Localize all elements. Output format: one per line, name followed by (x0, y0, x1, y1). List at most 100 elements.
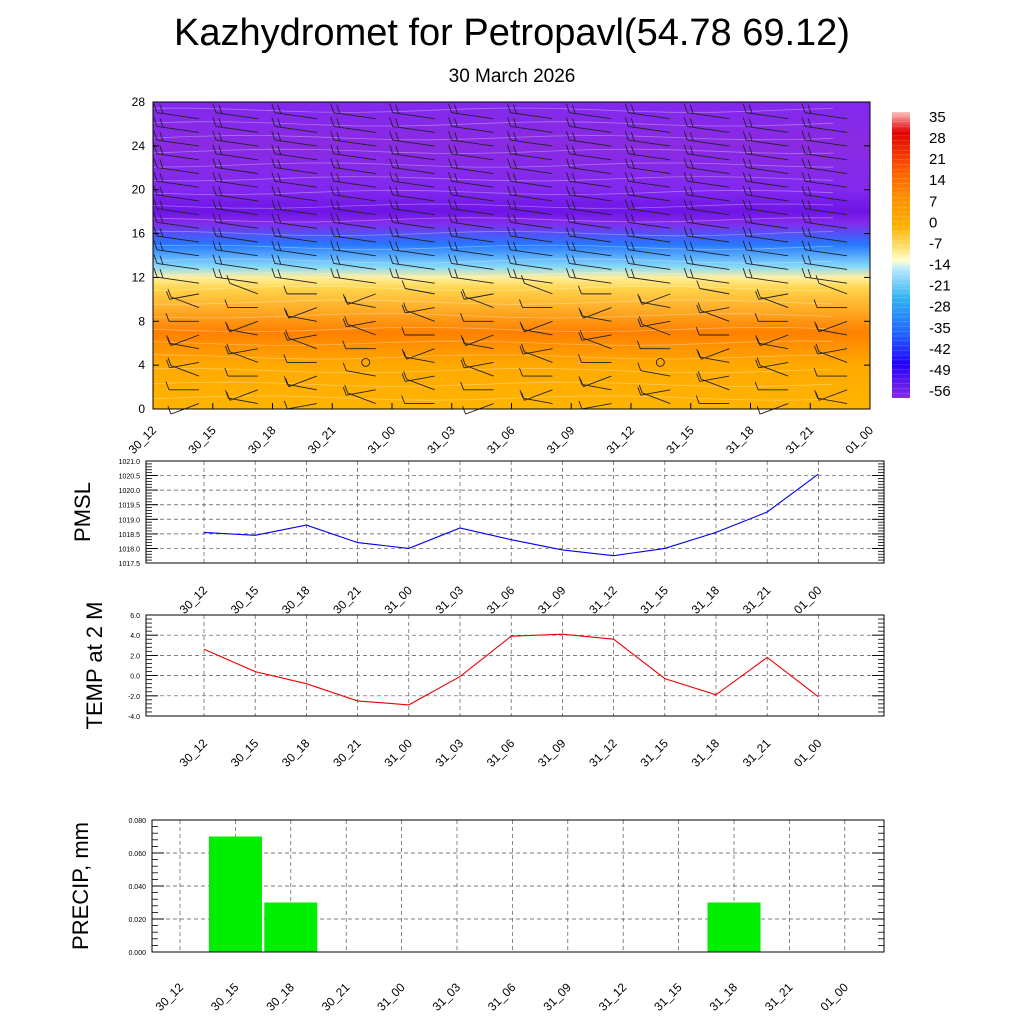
barb-flag (218, 227, 223, 238)
barb-staff (628, 235, 671, 243)
barb-staff (818, 282, 848, 295)
barb-staff (333, 235, 376, 243)
barb-staff (156, 139, 200, 147)
barb-flag (513, 173, 517, 183)
barb-flag (513, 269, 517, 279)
pmsl-y-tick-label: 1020.0 (119, 488, 141, 495)
barb-flag (277, 227, 282, 238)
wind-barb (167, 288, 200, 309)
temp-x-tick-label: 31_00 (381, 736, 415, 770)
barb-flag (571, 186, 576, 197)
wind-barb (624, 144, 671, 161)
colorbar-label: 7 (929, 193, 937, 210)
barb-staff (156, 235, 200, 243)
contour-line (152, 121, 834, 127)
barb-flag (336, 214, 341, 224)
wind-barb (271, 199, 317, 216)
wind-barb (507, 172, 553, 188)
barb-staff (170, 296, 200, 309)
pmsl-series-line (203, 473, 819, 557)
wind-barb (271, 117, 317, 133)
wind-barb (389, 185, 435, 202)
wind-barb (166, 291, 200, 300)
barb-staff (640, 320, 671, 328)
barb-flag (153, 268, 158, 278)
barb-staff (333, 112, 376, 120)
colorbar-label: 0 (929, 214, 937, 231)
barb-flag (271, 158, 276, 168)
wind-barb (801, 226, 848, 243)
wind-barb (814, 345, 848, 355)
barb-flag (638, 384, 643, 394)
barb-flag (578, 400, 583, 410)
wind-barb (683, 172, 730, 188)
wind-barb (565, 144, 612, 161)
barb-staff (333, 249, 376, 257)
barb-flag (748, 241, 753, 251)
wind-barb (330, 240, 376, 257)
barb-flag (395, 186, 400, 197)
barb-staff (569, 167, 612, 174)
wind-barb (344, 384, 376, 404)
barb-staff (510, 180, 553, 188)
barb-flag (153, 185, 158, 196)
barb-flag (401, 348, 406, 358)
barb-flag (462, 357, 466, 366)
barb-staff (510, 139, 553, 147)
wind-barb (755, 291, 789, 300)
barb-flag (813, 299, 818, 308)
wind-barb (697, 348, 730, 360)
barb-flag (755, 359, 760, 368)
contour-line (152, 354, 834, 360)
barb-staff (510, 153, 553, 161)
barb-flag (271, 254, 276, 264)
wind-barb (401, 326, 435, 336)
wind-barb (579, 307, 612, 319)
barb-flag (507, 158, 511, 168)
barb-flag (336, 173, 341, 183)
barb-staff (215, 263, 258, 270)
wind-barb (507, 117, 553, 133)
barb-flag (624, 254, 629, 264)
barb-flag (224, 367, 229, 377)
barb-staff (701, 378, 730, 391)
barb-flag (637, 362, 642, 371)
wind-barb (153, 130, 200, 147)
barb-flag (513, 118, 517, 128)
wind-barb (389, 240, 435, 257)
barb-flag (571, 131, 576, 142)
wind-barb (330, 254, 376, 270)
precip-x-tick-label: 30_18 (263, 980, 297, 1014)
precip-x-tick-label: 31_09 (540, 980, 574, 1014)
barb-flag (578, 332, 583, 341)
wind-barb (330, 213, 376, 229)
barb-flag (395, 227, 400, 238)
barb-staff (628, 180, 671, 188)
barb-flag (153, 130, 158, 141)
barb-flag (224, 389, 229, 399)
barb-flag (815, 392, 820, 401)
wind-barb (565, 213, 612, 229)
colorbar-label: 28 (929, 130, 946, 147)
barb-staff (215, 221, 258, 229)
barb-flag (212, 130, 217, 141)
barb-flag (742, 117, 747, 127)
barb-flag (271, 199, 276, 209)
wind-barb (153, 254, 200, 270)
barb-flag (630, 255, 635, 265)
barb-staff (215, 153, 258, 161)
barb-staff (583, 307, 612, 319)
barb-flag (748, 227, 753, 238)
contour-line (152, 244, 834, 250)
barb-flag (695, 395, 700, 404)
barb-staff (156, 194, 200, 202)
precip-x-tick-label: 31_15 (651, 980, 685, 1014)
barb-flag (454, 118, 459, 128)
temp-y-tick-label: 0.0 (130, 674, 140, 681)
barb-flag (283, 332, 288, 341)
barb-flag (507, 240, 511, 250)
wind-barb (271, 130, 317, 147)
wind-barb (460, 313, 494, 322)
barb-staff (687, 221, 730, 229)
barb-staff (746, 153, 789, 161)
